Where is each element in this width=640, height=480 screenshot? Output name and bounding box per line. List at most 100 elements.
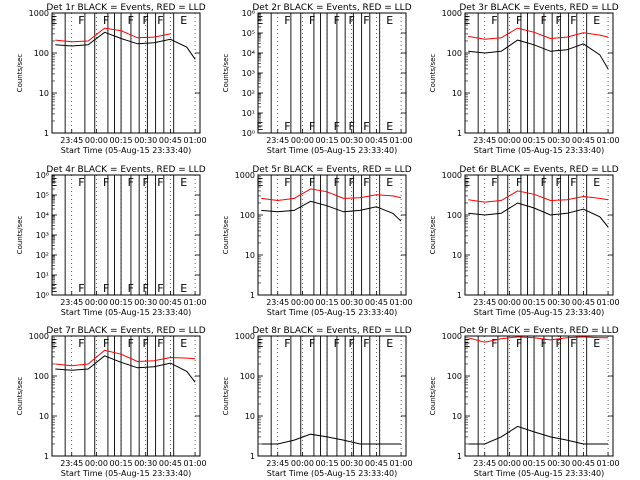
x-tick-label: 01:00 <box>390 459 413 468</box>
state-letter: F <box>284 176 290 189</box>
x-tick-label: 00:00 <box>291 298 314 307</box>
x-axis-label: Start Time (05-Aug-15 23:33:40) <box>61 469 192 478</box>
y-axis-label: Counts/sec <box>16 216 24 255</box>
state-letter: F <box>309 176 315 189</box>
state-letter: F <box>491 176 497 189</box>
x-tick-label: 01:00 <box>184 298 207 307</box>
panel-title: Det 5r BLACK = Events, RED = LLD <box>252 165 411 175</box>
state-letter: F <box>78 14 84 27</box>
y-tick-label: 10³ <box>36 231 49 240</box>
panel-title: Det 6r BLACK = Events, RED = LLD <box>459 165 618 175</box>
x-tick-label: 23:45 <box>473 459 496 468</box>
state-letter: E <box>463 337 470 350</box>
state-letter: F <box>555 14 561 27</box>
x-tick-label: 00:30 <box>340 459 363 468</box>
state-letter: F <box>284 337 290 350</box>
state-letter: E <box>386 337 393 350</box>
plot-frame <box>464 335 614 457</box>
y-tick-label: 10² <box>36 251 49 260</box>
x-tick-label: 00:45 <box>365 298 388 307</box>
y-tick-label: 10 <box>39 412 49 421</box>
y-tick-label: 100 <box>447 49 462 58</box>
x-tick-label: 00:15 <box>316 298 339 307</box>
state-letter: E <box>386 120 393 133</box>
y-axis-label: Counts/sec <box>222 377 230 416</box>
x-tick-label: 01:00 <box>390 298 413 307</box>
y-tick-label: 10 <box>245 412 255 421</box>
x-tick-label: 00:00 <box>498 136 521 145</box>
y-tick-label: 1000 <box>442 171 462 180</box>
state-letter: F <box>103 282 109 295</box>
state-letter: F <box>363 337 369 350</box>
y-tick-label: 10¹ <box>36 271 49 280</box>
state-letter: F <box>103 337 109 350</box>
y-tick-label: 1000 <box>29 9 49 18</box>
x-tick-label: 23:45 <box>473 136 496 145</box>
state-letter: F <box>128 337 134 350</box>
plot-frame <box>257 12 407 134</box>
state-letter: F <box>570 14 576 27</box>
state-letter: F <box>142 176 148 189</box>
x-tick-label: 23:45 <box>266 459 289 468</box>
x-tick-label: 23:45 <box>60 459 83 468</box>
panel-title: Det 3r BLACK = Events, RED = LLD <box>459 3 618 13</box>
x-tick-label: 00:15 <box>316 136 339 145</box>
x-tick-label: 01:00 <box>597 298 620 307</box>
state-letter: F <box>491 14 497 27</box>
state-letter: E <box>180 14 187 27</box>
detector-panel: Det 4r BLACK = Events, RED = LLDEEFFFFFF… <box>16 165 207 317</box>
y-tick-label: 100 <box>34 49 49 58</box>
plot-frame <box>464 174 614 296</box>
x-axis-label: Start Time (05-Aug-15 23:33:40) <box>267 469 398 478</box>
y-tick-label: 10 <box>245 251 255 260</box>
x-tick-label: 23:45 <box>60 136 83 145</box>
plot-frame <box>51 12 201 134</box>
state-letter: F <box>516 337 522 350</box>
panel-title: Det 1r BLACK = Events, RED = LLD <box>46 3 205 13</box>
y-tick-label: 10⁰ <box>242 129 255 138</box>
state-letter: F <box>309 120 315 133</box>
y-axis-label: Counts/sec <box>16 54 24 93</box>
x-tick-label: 00:15 <box>110 459 133 468</box>
state-letter: F <box>491 337 497 350</box>
x-tick-label: 00:15 <box>110 298 133 307</box>
y-tick-label: 10 <box>39 89 49 98</box>
lld-series-line <box>468 336 609 343</box>
events-series-line <box>468 425 609 445</box>
y-axis-label: Counts/sec <box>429 54 437 93</box>
x-tick-label: 00:15 <box>316 459 339 468</box>
x-tick-label: 00:15 <box>523 459 546 468</box>
y-axis-label: Counts/sec <box>429 216 437 255</box>
x-tick-label: 00:30 <box>547 298 570 307</box>
y-axis-label: Counts/sec <box>222 216 230 255</box>
state-letter: F <box>516 176 522 189</box>
state-letter: F <box>309 337 315 350</box>
y-axis-label: Counts/sec <box>222 54 230 93</box>
x-tick-label: 00:00 <box>291 459 314 468</box>
state-letter: F <box>334 120 340 133</box>
y-tick-label: 10³ <box>242 69 255 78</box>
y-tick-label: 10⁰ <box>36 291 49 300</box>
x-tick-label: 00:45 <box>159 298 182 307</box>
state-letter: E <box>593 337 600 350</box>
state-letter: F <box>142 14 148 27</box>
panel-title: Det 2r BLACK = Events, RED = LLD <box>252 3 411 13</box>
state-letter: F <box>541 337 547 350</box>
y-tick-label: 1 <box>44 129 49 138</box>
state-letter: F <box>128 282 134 295</box>
state-letter: F <box>516 14 522 27</box>
x-tick-label: 00:30 <box>134 459 157 468</box>
state-letter: F <box>128 176 134 189</box>
state-letter: F <box>284 14 290 27</box>
state-letter: E <box>180 176 187 189</box>
x-axis-label: Start Time (05-Aug-15 23:33:40) <box>474 146 605 155</box>
x-tick-label: 00:00 <box>291 136 314 145</box>
state-letter: F <box>334 337 340 350</box>
plot-frame <box>51 335 201 457</box>
panel-title: Det 9r BLACK = Events, RED = LLD <box>459 326 618 336</box>
x-tick-label: 00:45 <box>159 459 182 468</box>
